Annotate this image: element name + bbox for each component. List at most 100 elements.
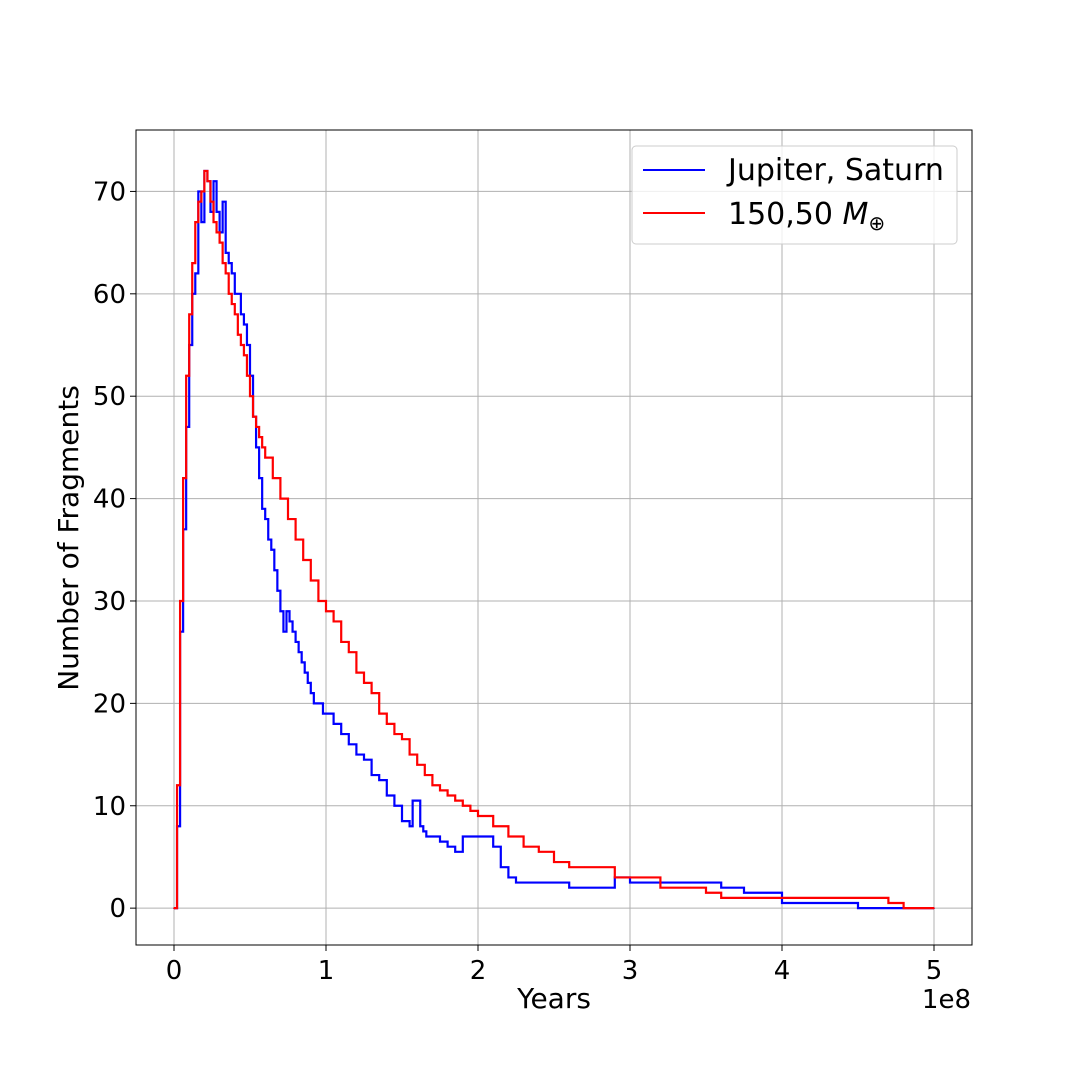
data-point bbox=[492, 825, 495, 828]
data-point bbox=[255, 446, 257, 449]
data-point bbox=[872, 897, 874, 899]
data-point bbox=[370, 692, 373, 694]
data-point bbox=[313, 702, 315, 705]
data-point bbox=[276, 589, 279, 592]
data-point bbox=[743, 891, 745, 894]
data-point bbox=[240, 344, 242, 346]
data-point bbox=[629, 881, 631, 884]
data-point bbox=[583, 866, 586, 868]
data-point bbox=[340, 733, 343, 735]
data-point bbox=[363, 682, 365, 684]
data-point bbox=[209, 200, 212, 203]
data-point bbox=[246, 344, 248, 346]
data-point bbox=[492, 845, 495, 848]
data-point bbox=[629, 876, 631, 879]
data-point bbox=[477, 815, 479, 817]
data-point bbox=[614, 876, 616, 879]
data-point bbox=[507, 876, 510, 879]
data-point bbox=[197, 190, 200, 193]
data-point bbox=[386, 723, 388, 725]
data-point bbox=[477, 835, 479, 838]
data-point bbox=[401, 820, 403, 822]
data-point bbox=[319, 702, 321, 705]
data-point bbox=[203, 170, 206, 172]
data-point bbox=[188, 313, 190, 316]
y-tick-label: 40 bbox=[93, 485, 126, 515]
y-tick-label: 10 bbox=[93, 792, 126, 822]
data-point bbox=[348, 651, 350, 653]
data-point bbox=[197, 200, 200, 203]
legend-label-jupiter-saturn: Jupiter, Saturn bbox=[726, 153, 944, 188]
data-point bbox=[416, 799, 419, 802]
data-point bbox=[408, 753, 411, 756]
data-point bbox=[462, 835, 464, 838]
data-point bbox=[237, 333, 239, 336]
data-point bbox=[454, 799, 457, 802]
data-point bbox=[469, 835, 472, 838]
y-axis-title: Number of Fragments bbox=[52, 385, 85, 691]
data-point bbox=[272, 477, 274, 479]
data-point bbox=[261, 508, 263, 510]
data-point bbox=[887, 902, 890, 904]
data-point bbox=[294, 538, 297, 541]
data-point bbox=[227, 262, 230, 264]
data-point bbox=[393, 804, 396, 807]
data-point bbox=[288, 620, 291, 623]
data-point bbox=[243, 323, 245, 326]
data-point bbox=[325, 610, 327, 613]
data-point bbox=[294, 641, 297, 643]
data-point bbox=[221, 200, 224, 203]
x-axis-offset-label: 1e8 bbox=[922, 985, 971, 1015]
data-point bbox=[240, 313, 242, 316]
data-point bbox=[322, 712, 324, 715]
data-point bbox=[249, 395, 251, 398]
data-point bbox=[234, 293, 236, 295]
data-point bbox=[234, 313, 236, 316]
data-point bbox=[261, 446, 263, 449]
data-point bbox=[553, 861, 555, 863]
data-point bbox=[340, 641, 343, 643]
data-point bbox=[332, 620, 335, 623]
plot-frame bbox=[135, 129, 973, 946]
data-point bbox=[200, 221, 203, 223]
data-point bbox=[933, 907, 935, 909]
data-point bbox=[287, 518, 289, 520]
data-point bbox=[267, 538, 270, 541]
data-point bbox=[408, 825, 411, 828]
data-point bbox=[705, 891, 707, 894]
data-point bbox=[310, 692, 312, 694]
data-point bbox=[206, 180, 209, 182]
data-point bbox=[300, 661, 303, 664]
legend[interactable]: Jupiter, Saturn 150,50 M⊕ bbox=[631, 145, 958, 245]
series-line-1 bbox=[174, 169, 934, 910]
data-point bbox=[378, 712, 381, 715]
data-point bbox=[230, 272, 233, 275]
data-point bbox=[826, 897, 829, 899]
data-point bbox=[258, 477, 260, 479]
data-point bbox=[218, 241, 221, 244]
data-point bbox=[766, 891, 768, 894]
data-point bbox=[270, 548, 273, 551]
data-point bbox=[454, 851, 457, 853]
data-point bbox=[598, 886, 601, 889]
data-point bbox=[179, 600, 181, 602]
data-point bbox=[439, 840, 441, 843]
data-point bbox=[507, 835, 510, 838]
data-point bbox=[690, 886, 692, 889]
data-point bbox=[255, 426, 257, 428]
series-1 bbox=[173, 169, 935, 910]
data-point bbox=[500, 866, 502, 868]
data-point bbox=[191, 262, 194, 264]
data-point bbox=[176, 784, 178, 787]
data-point bbox=[215, 231, 218, 234]
data-point bbox=[310, 579, 312, 582]
data-point bbox=[431, 835, 434, 838]
legend-box bbox=[631, 145, 958, 245]
data-point bbox=[419, 825, 422, 828]
data-point bbox=[332, 723, 335, 725]
data-point bbox=[237, 293, 239, 295]
y-tick-label: 20 bbox=[93, 689, 126, 719]
data-point bbox=[291, 630, 294, 633]
data-point bbox=[221, 262, 224, 264]
data-point bbox=[446, 794, 449, 797]
